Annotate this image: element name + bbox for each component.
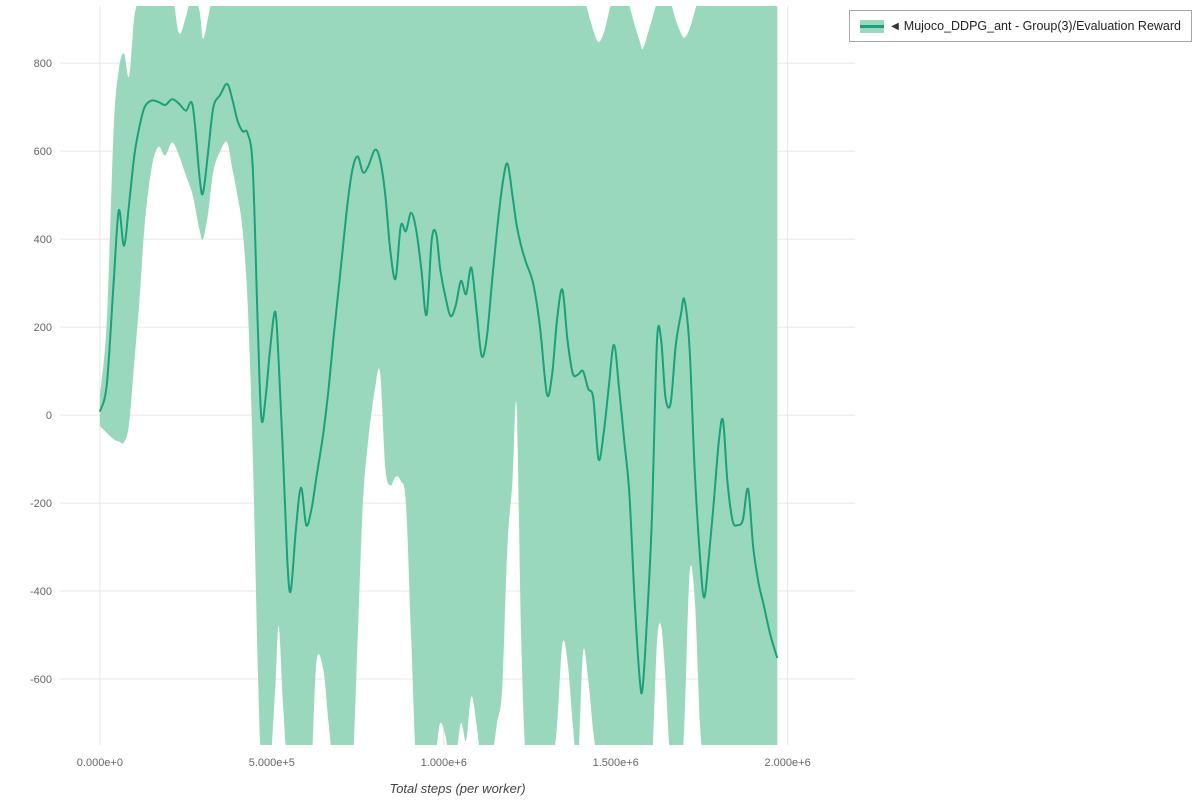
y-tick-label: 400 — [34, 234, 52, 246]
x-tick-label: 1.500e+6 — [593, 757, 639, 769]
mean-line — [98, 82, 779, 695]
y-tick-label: 600 — [34, 146, 52, 158]
y-tick-label: 200 — [34, 322, 52, 334]
confidence-band — [99, 6, 778, 745]
legend-collapse-icon[interactable]: ◀ — [891, 20, 899, 32]
x-tick-label: 5.000e+5 — [249, 757, 295, 769]
legend[interactable]: ◀ Mujoco_DDPG_ant - Group(3)/Evaluation … — [849, 10, 1192, 42]
x-tick-label: 1.000e+6 — [421, 757, 467, 769]
x-axis-title: Total steps (per worker) — [389, 781, 526, 796]
legend-swatch-icon — [860, 19, 885, 33]
y-tick-label: -200 — [30, 498, 52, 510]
x-tick-label: 2.000e+6 — [765, 757, 811, 769]
y-tick-label: -600 — [30, 674, 52, 686]
x-tick-label: 0.000e+0 — [77, 757, 123, 769]
legend-label: Mujoco_DDPG_ant - Group(3)/Evaluation Re… — [903, 19, 1181, 33]
legend-swatch-line — [860, 24, 885, 28]
y-tick-label: -400 — [30, 586, 52, 598]
y-tick-label: 0 — [46, 410, 52, 422]
y-tick-label: 800 — [34, 58, 52, 70]
